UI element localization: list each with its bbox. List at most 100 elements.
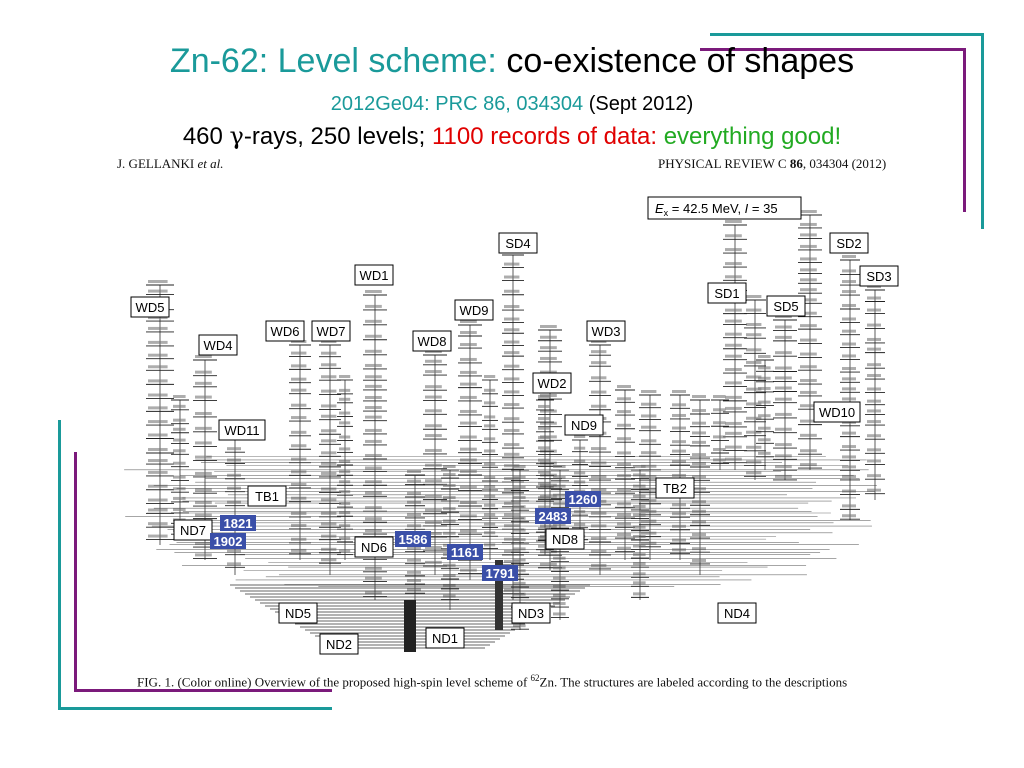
level-lines xyxy=(124,210,885,652)
level-label-mark xyxy=(339,549,351,553)
title-topic: co-existence of shapes xyxy=(506,42,855,80)
level-label-mark xyxy=(800,379,817,383)
level-label-mark xyxy=(641,475,657,479)
level-label-mark xyxy=(407,558,421,562)
level-label-mark xyxy=(148,484,168,488)
figure-header-left: J. GELLANKI et al. xyxy=(117,156,224,172)
frame-line-teal-bottom xyxy=(58,707,332,710)
level-label-mark xyxy=(713,395,726,398)
level-label-mark xyxy=(339,411,351,415)
level-label-mark xyxy=(617,502,631,506)
level-label-mark xyxy=(617,533,631,537)
level-label-mark xyxy=(867,363,881,367)
level-label-mark xyxy=(574,459,586,463)
level-label-mark xyxy=(867,459,881,463)
level-label-mark xyxy=(460,485,477,489)
level-label-mark xyxy=(365,591,382,595)
level-label-mark xyxy=(633,465,646,468)
level-label-mark xyxy=(513,496,526,500)
level-label-mark xyxy=(692,487,706,491)
reference-date: (Sept 2012) xyxy=(588,93,694,115)
records-count: 1100 records of data: xyxy=(431,123,658,150)
level-label-mark xyxy=(867,409,881,413)
level-label-mark xyxy=(692,409,706,413)
level-label-mark xyxy=(173,507,186,511)
level-label-mark xyxy=(553,493,566,497)
structure-label-sd1: SD1 xyxy=(707,282,747,304)
level-label-mark xyxy=(758,400,771,404)
level-label-mark xyxy=(672,460,686,464)
level-label-mark xyxy=(591,563,607,567)
level-label-mark xyxy=(365,349,382,353)
level-label-mark xyxy=(504,305,520,309)
level-label-mark xyxy=(148,393,168,397)
highlighted-level-1821: 1821 xyxy=(220,515,256,531)
level-label-mark xyxy=(365,304,382,308)
structure-labels: WD5 WD4 WD1 WD6 WD7 WD8 WD9 SD4 WD3 WD2 SD1 SD5 SD2 S… xyxy=(130,232,899,655)
title-nucleus: Zn-62: Level scheme: xyxy=(169,42,497,80)
level-label-mark xyxy=(504,513,520,517)
level-label-mark xyxy=(725,332,742,336)
level-label-mark xyxy=(291,377,307,381)
level-label-mark xyxy=(365,384,382,388)
level-label-mark xyxy=(540,562,557,566)
level-label-mark xyxy=(775,351,792,355)
svg-text:ND8: ND8 xyxy=(552,532,578,547)
structure-label-nd3: ND3 xyxy=(511,602,551,624)
level-label-mark xyxy=(553,484,566,488)
structure-label-sd3: SD3 xyxy=(859,265,899,287)
svg-text:ND2: ND2 xyxy=(326,637,352,652)
level-label-mark xyxy=(842,504,856,508)
level-label-mark xyxy=(407,579,421,583)
level-label-mark xyxy=(484,449,496,453)
level-label-mark xyxy=(800,404,817,408)
level-label-mark xyxy=(842,255,856,258)
level-label-mark xyxy=(484,513,496,517)
level-label-mark xyxy=(617,385,631,388)
level-label-mark xyxy=(842,474,856,478)
structure-label-tb1: TB1 xyxy=(247,485,287,507)
level-label-mark xyxy=(504,340,520,344)
svg-text:1791: 1791 xyxy=(486,566,515,581)
level-label-mark xyxy=(553,502,566,506)
level-label-mark xyxy=(148,365,168,369)
level-label-mark xyxy=(321,429,337,433)
level-label-mark xyxy=(725,368,742,372)
level-label-mark xyxy=(173,496,186,500)
level-label-mark xyxy=(867,420,881,424)
level-label-mark xyxy=(339,524,351,528)
level-label-mark xyxy=(692,395,706,398)
level-label-mark xyxy=(725,275,742,279)
level-label-mark xyxy=(148,508,168,512)
level-label-mark xyxy=(540,370,557,374)
svg-text:WD4: WD4 xyxy=(204,338,233,353)
level-label-mark xyxy=(574,435,586,438)
level-label-mark xyxy=(504,588,520,592)
level-label-mark xyxy=(484,494,496,498)
level-label-mark xyxy=(540,409,557,413)
level-label-mark xyxy=(365,363,382,367)
level-label-mark xyxy=(538,436,551,440)
level-label-mark xyxy=(758,426,771,430)
level-label-mark xyxy=(504,487,520,491)
level-label-mark xyxy=(195,542,212,546)
level-label-mark xyxy=(460,357,477,361)
level-label-mark xyxy=(291,351,307,355)
level-label-mark xyxy=(291,482,307,486)
level-label-mark xyxy=(553,475,566,479)
level-label-mark xyxy=(633,572,646,576)
level-label-mark xyxy=(746,322,762,326)
level-label-mark xyxy=(365,576,382,580)
level-label-mark xyxy=(484,437,496,441)
level-label-mark xyxy=(460,395,477,399)
level-label-mark xyxy=(227,447,241,451)
svg-text:ND9: ND9 xyxy=(571,418,597,433)
level-label-mark xyxy=(148,498,168,502)
level-label-mark xyxy=(339,435,351,439)
level-label-mark xyxy=(713,408,726,412)
level-label-mark xyxy=(460,435,477,439)
level-label-mark xyxy=(538,395,551,398)
level-label-mark xyxy=(460,529,477,533)
structure-label-wd5: WD5 xyxy=(130,296,170,318)
frame-line-purple-bottom xyxy=(74,689,332,692)
